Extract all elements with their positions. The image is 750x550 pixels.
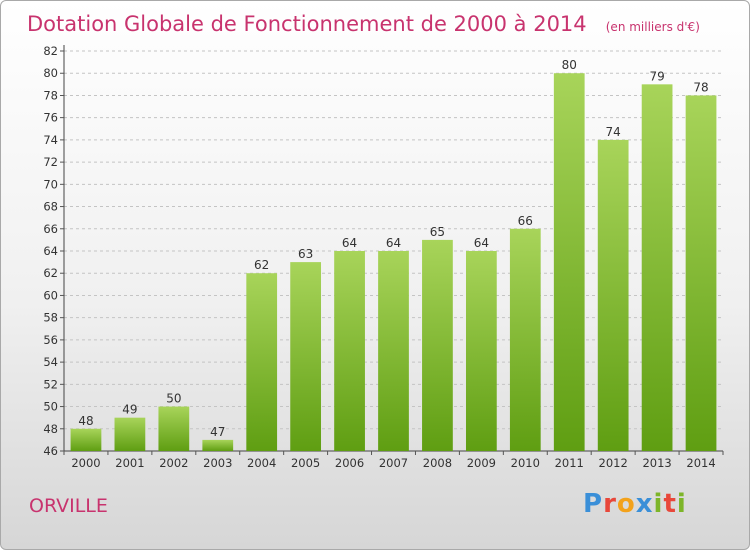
data-label: 74 [606,125,621,139]
bar-2014 [685,95,717,451]
y-tick-label: 68 [43,200,58,214]
chart-title-subtitle: (en milliers d'€) [606,20,700,34]
x-tick-label: 2007 [379,456,408,470]
logo-letter: i [676,489,687,519]
logo-letter: t [663,489,677,519]
bar-2002 [158,406,190,451]
bar-2010 [509,228,541,451]
y-tick-label: 80 [43,66,58,80]
x-tick-label: 2010 [511,456,540,470]
data-label: 78 [693,80,708,94]
x-tick-label: 2012 [599,456,628,470]
x-tick-label: 2004 [247,456,276,470]
data-label: 64 [342,236,357,250]
x-tick-label: 2008 [423,456,452,470]
data-label: 49 [122,403,137,417]
x-tick-label: 2006 [335,456,364,470]
bar-2003 [202,439,234,451]
x-tick-label: 2014 [686,456,715,470]
data-label: 62 [254,258,269,272]
data-label: 65 [430,225,445,239]
y-tick-label: 46 [43,444,58,458]
y-tick-label: 74 [43,133,58,147]
bar-2006 [334,251,365,451]
logo-letter: i [653,489,664,519]
data-label: 47 [210,425,225,439]
y-tick-label: 58 [43,311,58,325]
data-label: 79 [649,69,664,83]
x-tick-label: 2013 [642,456,671,470]
x-tick-label: 2001 [115,456,144,470]
data-label: 80 [562,58,577,72]
bars [70,73,717,451]
data-label: 50 [166,392,181,406]
y-tick-label: 72 [43,155,58,169]
proxiti-logo: Proxiti [583,489,687,519]
y-tick-label: 76 [43,111,58,125]
chart-title-main: Dotation Globale de Fonctionnement de 20… [27,12,587,36]
x-tick-label: 2003 [203,456,232,470]
bar-2001 [114,417,146,451]
y-axis-ticks: 46 48 50 52 54 56 58 60 62 64 66 68 70 72 74 76 78 80 82 [43,44,64,458]
y-tick-label: 52 [43,377,58,391]
bar-2008 [422,239,453,451]
commune-name: ORVILLE [29,495,108,517]
bar-2013 [641,84,673,451]
data-label: 64 [386,236,401,250]
bar-2004 [246,273,278,451]
y-tick-label: 78 [43,88,58,102]
bar-2011 [553,73,585,451]
y-tick-label: 62 [43,266,58,280]
logo-letter: x [635,489,654,519]
logo-letter: r [603,489,617,519]
grid-lines [64,50,723,452]
x-tick-label: 2000 [71,456,100,470]
chart-title: Dotation Globale de Fonctionnement de 20… [27,12,700,36]
y-tick-label: 48 [43,422,58,436]
data-label: 66 [518,214,533,228]
bar-2007 [378,251,409,451]
x-tick-label: 2009 [467,456,496,470]
y-tick-label: 66 [43,222,58,236]
y-tick-label: 82 [43,44,58,58]
data-labels: 48 49 50 47 62 63 64 64 65 64 66 80 74 79 78 [78,58,708,439]
bar-2009 [465,251,497,451]
bar-2000 [70,428,102,451]
x-tick-label: 2002 [159,456,188,470]
data-label: 48 [78,414,93,428]
x-axis-ticks: 2000 2001 2002 2003 2004 2005 2006 2007 2008 2009… [63,451,724,470]
bar-2012 [597,139,629,451]
logo-letter: P [583,489,604,519]
logo-letter: o [616,489,636,519]
y-tick-label: 60 [43,288,58,302]
y-tick-label: 70 [43,177,58,191]
data-label: 64 [474,236,489,250]
data-label: 63 [298,247,313,261]
bar-2005 [290,262,322,451]
y-tick-label: 64 [43,244,58,258]
y-tick-label: 50 [43,400,58,414]
x-tick-label: 2005 [291,456,320,470]
y-tick-label: 56 [43,333,58,347]
x-tick-label: 2011 [555,456,584,470]
y-tick-label: 54 [43,355,58,369]
